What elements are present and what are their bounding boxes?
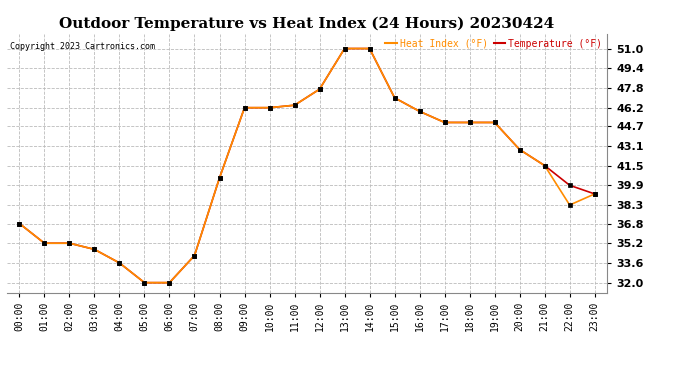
Temperature (°F)	[90, 247, 99, 252]
Heat Index (°F)	[366, 46, 374, 51]
Temperature (°F)	[391, 96, 399, 100]
Temperature (°F)	[290, 103, 299, 108]
Heat Index (°F)	[66, 241, 74, 246]
Temperature (°F)	[190, 253, 199, 258]
Heat Index (°F)	[566, 203, 574, 207]
Heat Index (°F)	[415, 109, 424, 114]
Temperature (°F)	[566, 183, 574, 188]
Temperature (°F)	[266, 105, 274, 110]
Text: Copyright 2023 Cartronics.com: Copyright 2023 Cartronics.com	[10, 42, 155, 51]
Heat Index (°F)	[290, 103, 299, 108]
Heat Index (°F)	[240, 105, 248, 110]
Temperature (°F)	[491, 120, 499, 125]
Heat Index (°F)	[315, 87, 324, 92]
Temperature (°F)	[166, 280, 174, 285]
Heat Index (°F)	[340, 46, 348, 51]
Heat Index (°F)	[266, 105, 274, 110]
Heat Index (°F)	[140, 280, 148, 285]
Heat Index (°F)	[40, 241, 48, 246]
Heat Index (°F)	[166, 280, 174, 285]
Heat Index (°F)	[391, 96, 399, 100]
Temperature (°F)	[215, 176, 224, 180]
Temperature (°F)	[140, 280, 148, 285]
Temperature (°F)	[515, 147, 524, 152]
Heat Index (°F)	[190, 253, 199, 258]
Heat Index (°F)	[515, 147, 524, 152]
Heat Index (°F)	[540, 164, 549, 168]
Temperature (°F)	[240, 105, 248, 110]
Heat Index (°F)	[215, 176, 224, 180]
Temperature (°F)	[315, 87, 324, 92]
Heat Index (°F)	[15, 221, 23, 226]
Temperature (°F)	[340, 46, 348, 51]
Heat Index (°F)	[90, 247, 99, 252]
Temperature (°F)	[366, 46, 374, 51]
Temperature (°F)	[466, 120, 474, 125]
Heat Index (°F)	[491, 120, 499, 125]
Temperature (°F)	[540, 164, 549, 168]
Temperature (°F)	[415, 109, 424, 114]
Temperature (°F)	[440, 120, 449, 125]
Heat Index (°F)	[115, 261, 124, 265]
Title: Outdoor Temperature vs Heat Index (24 Hours) 20230424: Outdoor Temperature vs Heat Index (24 Ho…	[59, 17, 555, 31]
Heat Index (°F)	[591, 192, 599, 196]
Temperature (°F)	[66, 241, 74, 246]
Line: Temperature (°F): Temperature (°F)	[18, 47, 596, 284]
Heat Index (°F)	[466, 120, 474, 125]
Heat Index (°F)	[440, 120, 449, 125]
Temperature (°F)	[15, 221, 23, 226]
Temperature (°F)	[591, 192, 599, 196]
Line: Heat Index (°F): Heat Index (°F)	[18, 47, 596, 284]
Temperature (°F)	[115, 261, 124, 265]
Temperature (°F)	[40, 241, 48, 246]
Legend: Heat Index (°F), Temperature (°F): Heat Index (°F), Temperature (°F)	[385, 39, 602, 49]
